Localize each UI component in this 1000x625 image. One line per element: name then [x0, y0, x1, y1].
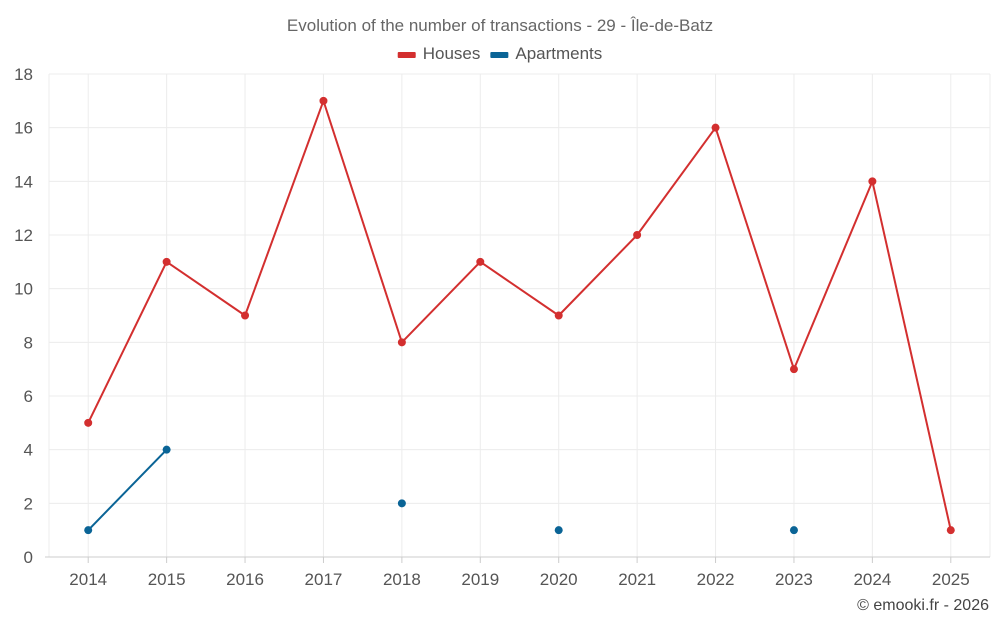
x-tick-label: 2018 — [383, 570, 421, 589]
data-point-houses[interactable] — [162, 257, 171, 266]
data-point-apartments[interactable] — [162, 445, 171, 454]
y-tick-label: 12 — [14, 226, 33, 245]
series-line-segment — [322, 100, 403, 343]
credit-text: © emooki.fr - 2026 — [857, 597, 989, 614]
data-point-houses[interactable] — [397, 338, 406, 347]
x-axis: 2014 2015 2016 2017 2018 2019 2020 2021 2022 2023… — [45, 556, 990, 589]
data-point-houses[interactable] — [476, 257, 485, 266]
data-point-houses[interactable] — [84, 418, 93, 427]
data-point-houses[interactable] — [946, 526, 955, 535]
legend-item-apartments[interactable]: Apartments — [490, 44, 602, 63]
y-tick-label: 8 — [24, 333, 33, 352]
data-point-houses[interactable] — [319, 96, 328, 105]
data-point-apartments[interactable] — [84, 526, 93, 535]
y-tick-label: 18 — [14, 65, 33, 84]
data-point-apartments[interactable] — [554, 526, 563, 535]
legend-swatch — [397, 52, 416, 58]
series-apartments — [84, 445, 798, 535]
data-point-houses[interactable] — [554, 311, 563, 320]
x-tick-label: 2016 — [226, 570, 264, 589]
x-tick-label: 2014 — [69, 570, 107, 589]
series-line-segment — [401, 261, 482, 344]
legend: Houses Apartments — [397, 44, 602, 63]
series-line-segment — [87, 448, 168, 531]
chart-title: Evolution of the number of transactions … — [287, 16, 713, 35]
x-tick-label: 2024 — [853, 570, 891, 589]
y-tick-label: 2 — [24, 494, 33, 513]
data-point-houses[interactable] — [789, 365, 798, 374]
legend-label: Apartments — [515, 44, 602, 63]
y-tick-label: 6 — [24, 387, 33, 406]
series-line-segment — [636, 127, 717, 236]
series-houses — [84, 96, 955, 535]
x-tick-label: 2020 — [540, 570, 578, 589]
data-point-houses[interactable] — [633, 231, 642, 239]
y-tick-label: 14 — [14, 172, 33, 191]
series-line-segment — [871, 181, 952, 531]
legend-item-houses[interactable]: Houses — [397, 44, 481, 63]
y-tick-label: 0 — [24, 548, 33, 567]
data-point-houses[interactable] — [711, 123, 720, 132]
x-tick-label: 2015 — [148, 570, 186, 589]
x-tick-label: 2025 — [932, 570, 970, 589]
series-line-segment — [87, 261, 168, 424]
data-point-apartments[interactable] — [397, 499, 406, 508]
series-line-segment — [714, 127, 795, 370]
series-line-segment — [793, 180, 874, 370]
series-layer — [84, 96, 955, 535]
y-tick-label: 10 — [14, 280, 33, 299]
series-line-segment — [479, 261, 560, 317]
series-line-segment — [244, 100, 325, 316]
data-point-houses[interactable] — [241, 311, 250, 320]
series-line-segment — [166, 261, 246, 317]
data-point-houses[interactable] — [868, 177, 877, 186]
data-point-apartments[interactable] — [789, 526, 798, 535]
x-tick-label: 2017 — [305, 570, 343, 589]
x-tick-label: 2021 — [618, 570, 656, 589]
legend-label: Houses — [423, 44, 481, 63]
x-tick-label: 2019 — [461, 570, 499, 589]
y-tick-label: 16 — [14, 119, 33, 138]
y-tick-label: 4 — [24, 441, 33, 460]
y-axis: 0 2 4 6 8 10 12 14 16 18 — [14, 65, 33, 567]
x-tick-label: 2023 — [775, 570, 813, 589]
legend-swatch — [490, 52, 509, 58]
gridlines — [48, 73, 991, 557]
series-line-segment — [557, 234, 638, 317]
x-tick-label: 2022 — [697, 570, 735, 589]
